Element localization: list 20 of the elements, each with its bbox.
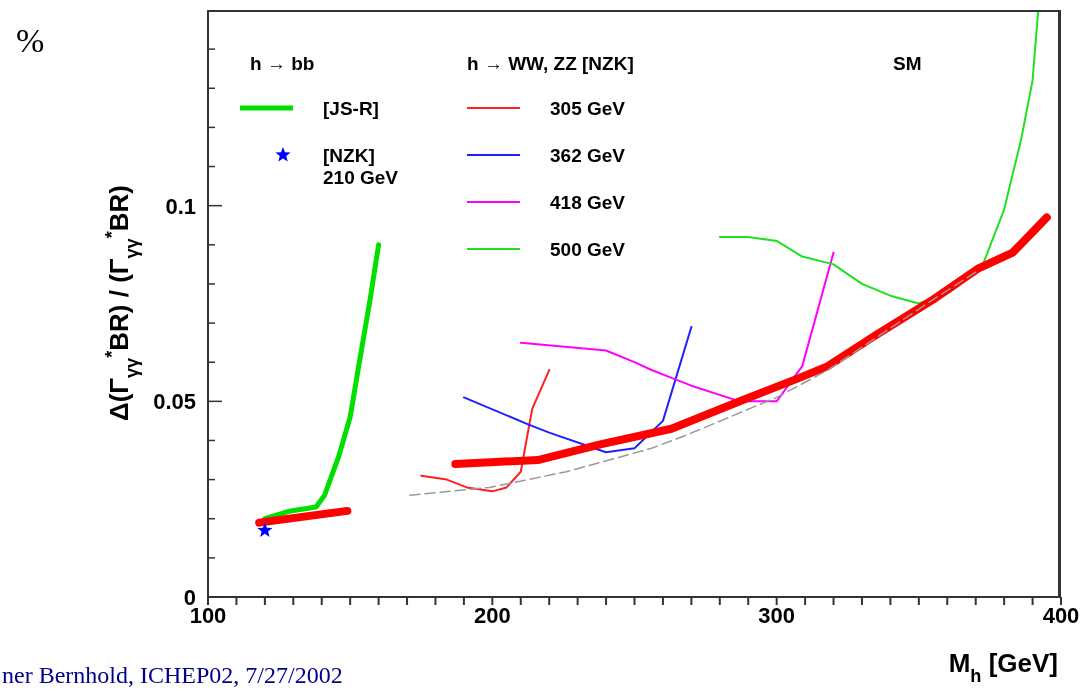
annotation: h → WW, ZZ [NZK] [467,53,634,74]
text: ner Bernhold, ICHEP02, 7/27/2002 [2,662,343,688]
legend-label: 418 GeV [550,192,626,213]
legend-label: [NZK] 210 GeV [323,145,399,188]
line-series [409,271,977,496]
line-series [420,369,551,493]
x-tick-label: 400 [1042,602,1080,628]
legend-label: [JS-R] [323,98,379,119]
x-axis-title: M$_{h}$ [GeV] [948,648,1058,686]
legend-label: 500 GeV [550,239,626,260]
text: % [16,22,45,59]
line-series [462,325,693,454]
annotation: SM [893,53,922,74]
y-tick-label: 0.1 [165,193,196,219]
x-tick-label: 200 [473,602,511,628]
legend-label: 305 GeV [550,98,626,119]
x-tick-label: 300 [758,602,796,628]
legend-label: 362 GeV [550,145,626,166]
y-tick-label: 0.05 [153,389,196,415]
annotation: h → bb [250,53,315,74]
